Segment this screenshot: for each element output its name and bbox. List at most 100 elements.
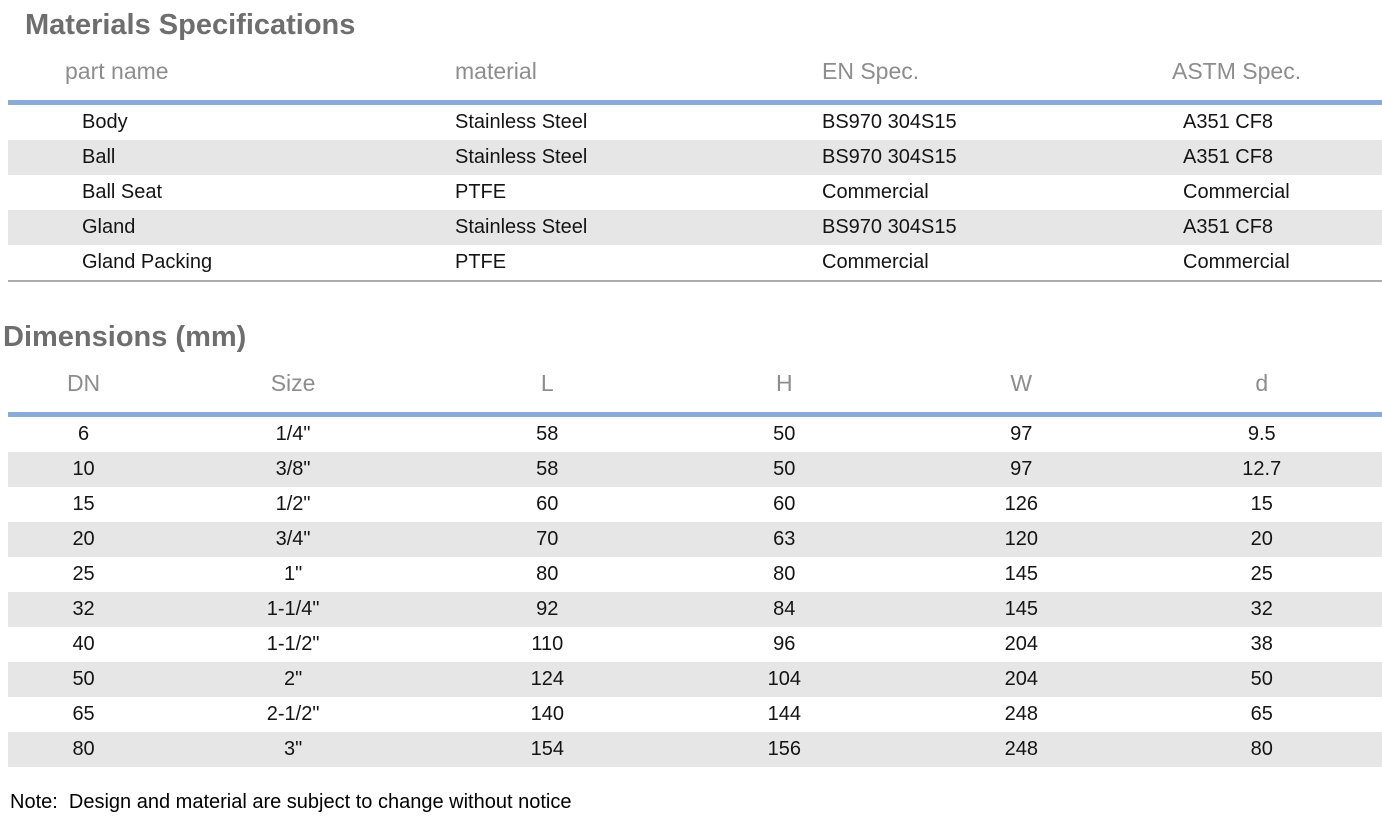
cell-part-name: Ball Seat (82, 181, 163, 203)
table-row: 32 1-1/4" 92 84 145 32 (8, 592, 1382, 627)
table-row: Body Stainless Steel BS970 304S15 A351 C… (8, 103, 1382, 141)
cell-l: 92 (536, 598, 559, 620)
cell-size: 1-1/2" (266, 633, 320, 655)
cell-size: 3/8" (275, 458, 311, 480)
cell-d: 12.7 (1242, 458, 1282, 480)
cell-astm-spec: A351 CF8 (1183, 216, 1274, 238)
cell-l: 70 (536, 528, 559, 550)
cell-size: 3" (283, 738, 303, 760)
cell-size: 1-1/4" (266, 598, 320, 620)
cell-astm-spec: Commercial (1183, 251, 1290, 273)
column-header-en-spec: EN Spec. (822, 42, 1172, 105)
cell-h: 144 (767, 703, 801, 725)
materials-header-row: part name material EN Spec. ASTM Spec. (8, 42, 1382, 105)
cell-d: 9.5 (1247, 423, 1276, 445)
cell-part-name: Gland Packing (82, 251, 213, 273)
cell-dn: 15 (72, 493, 95, 515)
column-header-d: d (1141, 354, 1382, 417)
cell-dn: 10 (72, 458, 95, 480)
cell-en-spec: BS970 304S15 (822, 111, 957, 133)
cell-w: 145 (1004, 563, 1038, 585)
column-header-material: material (455, 42, 822, 105)
cell-dn: 65 (72, 703, 95, 725)
cell-material: PTFE (455, 251, 507, 273)
cell-l: 80 (536, 563, 559, 585)
cell-w: 248 (1004, 703, 1038, 725)
cell-material: PTFE (455, 181, 507, 203)
cell-dn: 80 (72, 738, 95, 760)
cell-size: 3/4" (275, 528, 311, 550)
cell-dn: 40 (72, 633, 95, 655)
materials-table: part name material EN Spec. ASTM Spec. B… (8, 42, 1382, 282)
cell-h: 80 (773, 563, 796, 585)
column-header-l: L (427, 354, 668, 417)
dimensions-section-title: Dimensions (mm) (3, 321, 247, 353)
table-row: 6 1/4" 58 50 97 9.5 (8, 415, 1382, 453)
cell-w: 248 (1004, 738, 1038, 760)
cell-h: 60 (773, 493, 796, 515)
cell-w: 126 (1004, 493, 1038, 515)
cell-w: 97 (1010, 423, 1033, 445)
cell-l: 58 (536, 458, 559, 480)
cell-l: 154 (530, 738, 564, 760)
cell-h: 84 (773, 598, 796, 620)
cell-size: 1" (283, 563, 303, 585)
cell-d: 15 (1250, 493, 1273, 515)
cell-astm-spec: A351 CF8 (1183, 146, 1274, 168)
cell-d: 65 (1250, 703, 1273, 725)
cell-en-spec: BS970 304S15 (822, 146, 957, 168)
cell-dn: 6 (78, 423, 90, 445)
cell-l: 110 (531, 633, 564, 655)
cell-d: 80 (1250, 738, 1273, 760)
table-row: Ball Stainless Steel BS970 304S15 A351 C… (8, 140, 1382, 175)
table-row: Ball Seat PTFE Commercial Commercial (8, 175, 1382, 210)
cell-size: 2-1/2" (266, 703, 320, 725)
cell-material: Stainless Steel (455, 216, 588, 238)
cell-en-spec: Commercial (822, 251, 929, 273)
cell-d: 32 (1250, 598, 1273, 620)
cell-size: 2" (283, 668, 303, 690)
cell-dn: 32 (72, 598, 95, 620)
cell-h: 156 (767, 738, 801, 760)
table-row: Gland Stainless Steel BS970 304S15 A351 … (8, 210, 1382, 245)
column-header-part-name: part name (8, 42, 455, 105)
column-header-w: W (901, 354, 1142, 417)
cell-size: 1/2" (275, 493, 311, 515)
cell-w: 204 (1004, 668, 1038, 690)
column-header-astm-spec: ASTM Spec. (1172, 42, 1382, 105)
table-row: 50 2" 124 104 204 50 (8, 662, 1382, 697)
materials-section-title: Materials Specifications (25, 9, 356, 41)
cell-w: 204 (1004, 633, 1038, 655)
cell-astm-spec: A351 CF8 (1183, 111, 1274, 133)
column-header-size: Size (159, 354, 428, 417)
cell-d: 38 (1250, 633, 1273, 655)
cell-dn: 20 (72, 528, 95, 550)
cell-size: 1/4" (275, 423, 311, 445)
cell-material: Stainless Steel (455, 111, 588, 133)
column-header-h: H (667, 354, 902, 417)
column-header-dn: DN (8, 354, 160, 417)
table-row: 10 3/8" 58 50 97 12.7 (8, 452, 1382, 487)
table-row: 25 1" 80 80 145 25 (8, 557, 1382, 592)
cell-en-spec: BS970 304S15 (822, 216, 957, 238)
cell-w: 97 (1010, 458, 1033, 480)
table-row: 15 1/2" 60 60 126 15 (8, 487, 1382, 522)
cell-h: 63 (773, 528, 796, 550)
table-row: 40 1-1/2" 110 96 204 38 (8, 627, 1382, 662)
cell-l: 60 (536, 493, 559, 515)
cell-w: 120 (1004, 528, 1038, 550)
cell-l: 124 (530, 668, 564, 690)
cell-h: 96 (773, 633, 796, 655)
table-row: 20 3/4" 70 63 120 20 (8, 522, 1382, 557)
table-row: 80 3" 154 156 248 80 (8, 732, 1382, 767)
cell-l: 58 (536, 423, 559, 445)
cell-en-spec: Commercial (822, 181, 929, 203)
cell-part-name: Gland (82, 216, 136, 238)
cell-d: 20 (1250, 528, 1273, 550)
cell-h: 50 (773, 423, 796, 445)
cell-material: Stainless Steel (455, 146, 588, 168)
cell-d: 50 (1250, 668, 1273, 690)
dimensions-header-row: DN Size L H W d (8, 354, 1382, 417)
materials-specifications-section: Materials Specifications part name mater… (0, 0, 1382, 282)
cell-w: 145 (1004, 598, 1038, 620)
